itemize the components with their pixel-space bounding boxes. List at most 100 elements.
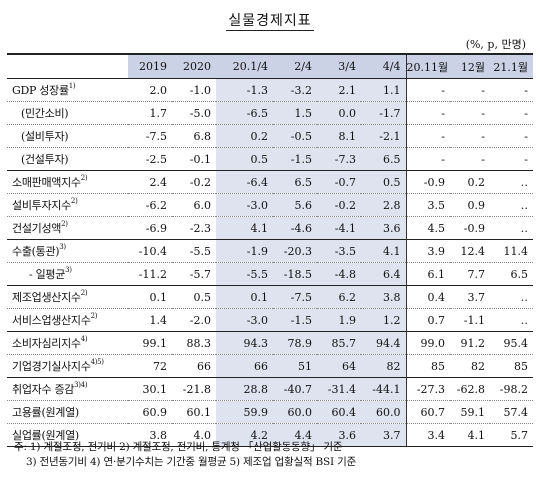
col-header: 20.1/4: [216, 53, 273, 79]
row-label: 서비스업생산지수2): [7, 308, 128, 332]
footnote-marker: 2): [70, 197, 78, 205]
value-cell: 60.0: [361, 400, 406, 424]
row-label-text: (설비투자): [21, 130, 69, 143]
footnotes: 주: 1) 계절조정, 전기비 2) 계절조정, 전기비, 통계청 「산업활동동…: [14, 440, 356, 470]
table-row: 실업률(원계열) 3.8 4.0 4.2 4.4 3.6 3.7 3.4 4.1 5.7: [7, 423, 533, 447]
value-cell: -1.1: [450, 308, 490, 332]
value-cell: -98.2: [490, 377, 533, 401]
footnote-marker: 2): [90, 312, 98, 320]
value-cell: -: [450, 147, 490, 171]
unit-label: (%, p, 만명): [465, 38, 526, 51]
value-cell: -4.1: [317, 216, 361, 240]
value-cell: 0.0: [317, 101, 361, 125]
footnote-line: 주: 1) 계절조정, 전기비 2) 계절조정, 전기비, 통계청 「산업활동동…: [14, 441, 343, 453]
table-row: GDP 성장률1) 2.0 -1.0 -1.3 -3.2 2.1 1.1- - -: [7, 78, 533, 102]
row-label-text: 제조업생산지수: [12, 291, 81, 304]
value-cell: 0.5: [361, 170, 406, 194]
value-cell: -1.7: [361, 101, 406, 125]
value-cell: -44.1: [361, 377, 406, 401]
col-header: 21.1월: [490, 53, 533, 79]
col-header: 2020: [172, 53, 216, 79]
value-cell: 6.5: [273, 170, 317, 194]
value-cell: 3.7: [361, 423, 406, 447]
value-cell: 60.0: [273, 400, 317, 424]
value-cell: -: [450, 124, 490, 148]
value-cell: -1.3: [216, 78, 273, 102]
value-cell: 66: [216, 354, 273, 378]
value-cell: 11.4: [490, 239, 533, 263]
table-row: 취업자수 증감3)4) 30.1 -21.8 28.8 -40.7 -31.4 -44.1-…: [7, 377, 533, 401]
footnote-marker: 1): [68, 82, 76, 90]
value-cell: -: [524, 83, 528, 97]
value-cell: 85.7: [317, 331, 361, 355]
value-cell: 1.2: [361, 308, 406, 332]
footnote-marker: 3): [59, 243, 66, 251]
row-label-text: 수출(통관): [12, 245, 60, 258]
value-cell: 6.8: [172, 124, 216, 148]
value-cell: -0.7: [317, 170, 361, 194]
value-cell: 6.1: [405, 262, 450, 286]
value-cell: 0.4: [405, 285, 450, 309]
table-row: 소매판매액지수2) 2.4 -0.2 -6.4 6.5 -0.7 0.5 -0.9 0.2 ‥: [7, 170, 533, 194]
value-cell: 4.1: [450, 423, 490, 447]
value-cell: 95.4: [490, 331, 533, 355]
row-label-text: 실업률(원계열): [12, 429, 79, 442]
col-header: 3/4: [317, 53, 361, 79]
value-cell: ‥: [490, 308, 533, 332]
value-cell: -5.0: [172, 101, 216, 125]
row-label: 건설기성액2): [7, 216, 128, 240]
row-label: 실업률(원계열): [7, 423, 128, 447]
table-row: 설비투자지수2) -6.2 6.0 -3.0 5.6 -0.2 2.8 3.5 0.9 ‥: [7, 193, 533, 217]
row-label: 제조업생산지수2): [7, 285, 128, 309]
value-cell: 6.5: [490, 262, 533, 286]
value-cell: -27.3: [405, 377, 450, 401]
footnote-marker: 3): [65, 266, 72, 274]
value-cell: -0.5: [273, 124, 317, 148]
value-cell: 0.9: [450, 193, 490, 217]
indicator-table: 2019 2020 20.1/4 2/4 3/4 4/4 20.11월 12월 …: [7, 53, 533, 447]
value-cell: 4.0: [172, 423, 216, 447]
value-cell: ‥: [490, 170, 533, 194]
value-cell: 3.8: [128, 423, 172, 447]
value-cell: -7.3: [317, 147, 361, 171]
value-cell: -1.0: [189, 83, 211, 97]
table-row: 건설기성액2) -6.9 -2.3 4.1 -4.6 -4.1 3.6 4.5 -0.9 ‥: [7, 216, 533, 240]
value-cell: -5.5: [172, 239, 216, 263]
row-label: (건설투자): [7, 147, 128, 171]
value-cell: 2.8: [361, 193, 406, 217]
row-label-text: - 일평균: [29, 268, 66, 281]
row-label-text: 소매판매액지수: [12, 176, 81, 189]
table-row: (건설투자) -2.5 -0.1 0.5 -1.5 -7.3 6.5- - -: [7, 147, 533, 171]
value-cell: -3.0: [216, 193, 273, 217]
value-cell: 94.4: [361, 331, 406, 355]
value-cell: -3.5: [317, 239, 361, 263]
value-cell: 4.5: [405, 216, 450, 240]
value-cell: -3.0: [216, 308, 273, 332]
value-cell: 3.7: [450, 285, 490, 309]
value-cell: 0.7: [405, 308, 450, 332]
row-label: 소매판매액지수2): [7, 170, 128, 194]
value-cell: -2.1: [361, 124, 406, 148]
value-cell: -10.4: [128, 239, 172, 263]
value-cell: -: [450, 101, 490, 125]
value-cell: 4.1: [361, 239, 406, 263]
col-header: 4/4: [361, 53, 406, 79]
value-cell: 3.4: [405, 423, 450, 447]
row-label: - 일평균3): [7, 262, 128, 286]
row-label: 취업자수 증감3)4): [7, 377, 128, 401]
col-header: 12월: [450, 53, 490, 79]
value-cell: -0.2: [317, 193, 361, 217]
row-label-text: 건설기성액: [12, 222, 62, 235]
value-cell: 99.0: [405, 331, 450, 355]
row-label: (민간소비): [7, 101, 128, 125]
value-cell: 5.6: [273, 193, 317, 217]
header-row: 2019 2020 20.1/4 2/4 3/4 4/4 20.11월 12월 …: [7, 53, 533, 79]
value-cell: 60.1: [172, 400, 216, 424]
row-label-text: GDP 성장률: [12, 84, 69, 97]
value-cell: -5.7: [172, 262, 216, 286]
value-cell: -31.4: [317, 377, 361, 401]
row-label-text: (건설투자): [21, 153, 69, 166]
value-cell: -: [481, 83, 485, 97]
row-label-text: 소비자심리지수: [12, 337, 81, 350]
value-cell: -: [405, 101, 450, 125]
